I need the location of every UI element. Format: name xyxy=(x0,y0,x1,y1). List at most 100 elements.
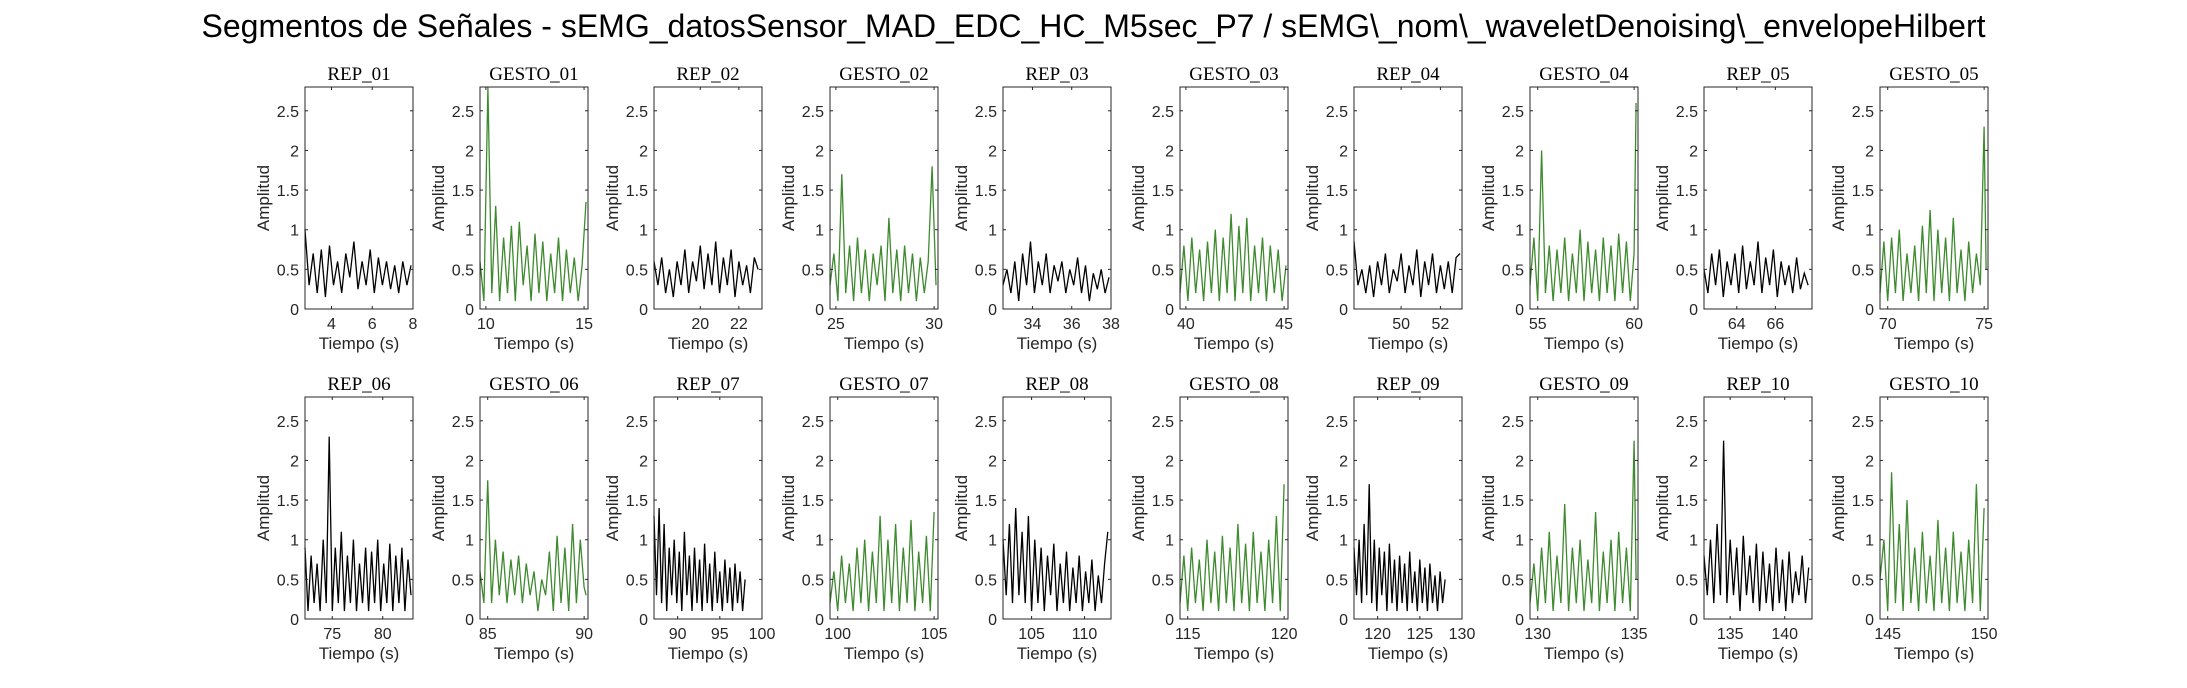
series-line xyxy=(653,241,759,298)
series-line xyxy=(1002,507,1109,612)
subplot-gesto-03: 0 0.5 1 1.5 2 2.5 40 45 GESTO_03 Tiempo (s) Amplit… xyxy=(1129,64,1293,353)
x-tick-label: 10 xyxy=(477,316,495,333)
y-tick-label: 2.5 xyxy=(1676,414,1698,431)
y-tick-label: 1 xyxy=(988,533,997,550)
x-tick-label: 4 xyxy=(327,316,336,333)
x-tick-label: 50 xyxy=(1392,316,1410,333)
series-line xyxy=(1353,241,1461,298)
x-tick-label: 60 xyxy=(1625,316,1643,333)
axes-box xyxy=(1529,86,1639,310)
subplot-title: REP_06 xyxy=(327,374,390,395)
series-line xyxy=(304,229,412,298)
y-tick-label: 1.5 xyxy=(1852,183,1874,200)
y-tick-label: 0 xyxy=(1689,302,1698,319)
y-tick-label: 0.5 xyxy=(1326,572,1348,589)
y-tick-label: 2.5 xyxy=(277,414,299,431)
subplot-title: GESTO_01 xyxy=(489,64,578,85)
series-line xyxy=(1703,241,1809,298)
y-tick-label: 2.5 xyxy=(1152,414,1174,431)
x-tick-label: 20 xyxy=(691,316,709,333)
y-tick-label: 0 xyxy=(815,612,824,629)
y-axis-label: Amplitud xyxy=(952,475,971,541)
subplot-title: GESTO_04 xyxy=(1539,64,1629,85)
subplot-title: REP_07 xyxy=(676,374,739,395)
y-tick-label: 0.5 xyxy=(1502,572,1524,589)
y-tick-label: 0.5 xyxy=(626,262,648,279)
y-axis-label: Amplitud xyxy=(254,165,273,231)
x-tick-label: 120 xyxy=(1364,626,1391,643)
y-tick-label: 2 xyxy=(815,453,824,470)
y-axis-label: Amplitud xyxy=(1303,475,1322,541)
subplot-rep-08: 0 0.5 1 1.5 2 2.5 105 110 REP_08 Tiempo (s) Amplit… xyxy=(952,374,1112,663)
subplot-rep-03: 0 0.5 1 1.5 2 2.5 34 36 38 REP_03 Tiempo (s) Amplit… xyxy=(952,64,1120,353)
x-tick-label: 55 xyxy=(1529,316,1547,333)
y-tick-label: 2.5 xyxy=(626,414,648,431)
y-tick-label: 2.5 xyxy=(1326,414,1348,431)
x-tick-label: 52 xyxy=(1432,316,1450,333)
y-axis-label: Amplitud xyxy=(1479,165,1498,231)
subplot-rep-02: 0 0.5 1 1.5 2 2.5 20 22 REP_02 Tiempo (s) Amplitud xyxy=(603,64,763,353)
axes-box xyxy=(1353,396,1463,620)
x-tick-label: 66 xyxy=(1766,316,1784,333)
series-line xyxy=(829,511,935,612)
y-tick-label: 1.5 xyxy=(975,183,997,200)
x-tick-label: 130 xyxy=(1524,626,1551,643)
x-axis-label: Tiempo (s) xyxy=(1017,644,1098,663)
y-tick-label: 0 xyxy=(1339,302,1348,319)
series-line xyxy=(1002,241,1110,302)
y-axis-label: Amplitud xyxy=(1653,475,1672,541)
x-tick-label: 85 xyxy=(479,626,497,643)
y-tick-label: 2 xyxy=(1339,453,1348,470)
y-tick-label: 1.5 xyxy=(452,183,474,200)
y-tick-label: 1 xyxy=(1865,533,1874,550)
x-axis-label: Tiempo (s) xyxy=(1894,644,1975,663)
x-tick-label: 150 xyxy=(1971,626,1998,643)
x-axis-label: Tiempo (s) xyxy=(1194,334,1275,353)
y-tick-label: 0 xyxy=(1515,612,1524,629)
x-axis-label: Tiempo (s) xyxy=(1544,334,1625,353)
y-tick-label: 2 xyxy=(988,453,997,470)
series-line xyxy=(1179,213,1287,302)
y-tick-label: 1.5 xyxy=(626,493,648,510)
x-axis-label: Tiempo (s) xyxy=(844,644,925,663)
x-axis-label: Tiempo (s) xyxy=(1368,644,1449,663)
y-tick-label: 1 xyxy=(1339,223,1348,240)
y-tick-label: 2.5 xyxy=(1852,414,1874,431)
x-tick-label: 125 xyxy=(1406,626,1433,643)
x-tick-label: 100 xyxy=(824,626,851,643)
axes-box xyxy=(304,396,414,620)
x-axis-label: Tiempo (s) xyxy=(1718,334,1799,353)
axes-box xyxy=(479,396,589,620)
x-tick-label: 25 xyxy=(827,316,845,333)
subplot-gesto-06: 0 0.5 1 1.5 2 2.5 85 90 GESTO_06 Tiempo (s) Amplit… xyxy=(429,374,593,663)
x-tick-label: 34 xyxy=(1024,316,1042,333)
subplot-title: REP_10 xyxy=(1726,374,1789,395)
subplot-gesto-07: 0 0.5 1 1.5 2 2.5 100 105 GESTO_07 Tiempo (s) Ampl… xyxy=(779,374,948,663)
y-tick-label: 0 xyxy=(988,302,997,319)
y-tick-label: 2 xyxy=(1515,143,1524,160)
axes-box xyxy=(829,86,939,310)
axes-box xyxy=(1353,86,1463,310)
y-tick-label: 2 xyxy=(1165,143,1174,160)
x-tick-label: 8 xyxy=(409,316,418,333)
y-tick-label: 1 xyxy=(465,533,474,550)
axes-box xyxy=(1879,86,1989,310)
y-tick-label: 0 xyxy=(465,612,474,629)
axes-box xyxy=(1179,396,1289,620)
y-tick-label: 2 xyxy=(1689,143,1698,160)
y-tick-label: 0.5 xyxy=(975,572,997,589)
y-tick-label: 0 xyxy=(639,302,648,319)
y-tick-label: 2 xyxy=(639,143,648,160)
x-tick-label: 36 xyxy=(1063,316,1081,333)
y-tick-label: 1.5 xyxy=(1152,493,1174,510)
y-tick-label: 0 xyxy=(1865,612,1874,629)
series-line xyxy=(304,436,412,612)
subplot-rep-01: 0 0.5 1 1.5 2 2.5 4 6 8 REP_01 Tiempo (s) Amplitud xyxy=(254,64,418,353)
y-tick-label: 0.5 xyxy=(1502,262,1524,279)
subplot-title: REP_05 xyxy=(1726,64,1789,85)
series-line xyxy=(829,166,937,302)
y-tick-label: 0.5 xyxy=(802,572,824,589)
subplot-title: GESTO_05 xyxy=(1889,64,1978,85)
y-tick-label: 0 xyxy=(290,612,299,629)
y-tick-label: 1 xyxy=(639,223,648,240)
